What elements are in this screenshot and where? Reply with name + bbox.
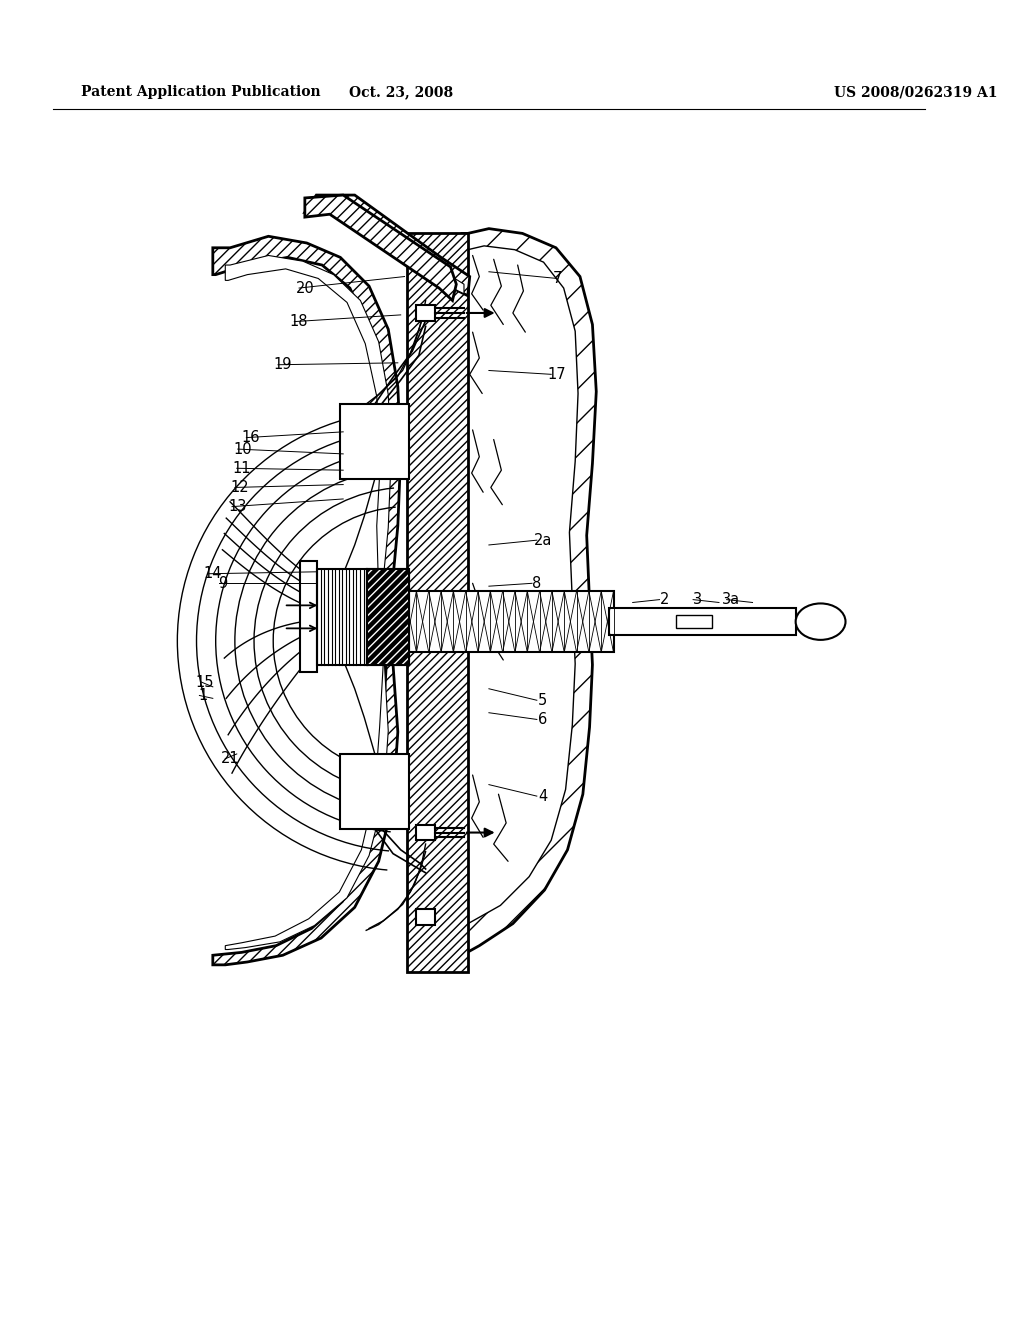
Bar [340, 754, 410, 829]
Text: 14: 14 [204, 566, 222, 581]
Text: 13: 13 [228, 499, 247, 513]
Text: US 2008/0262319 A1: US 2008/0262319 A1 [834, 86, 997, 99]
Text: 2a: 2a [534, 533, 552, 548]
Bar [317, 569, 368, 665]
Bar [416, 825, 435, 841]
Text: 7: 7 [552, 271, 561, 286]
Polygon shape [608, 609, 796, 635]
Polygon shape [368, 591, 613, 652]
Ellipse shape [796, 603, 846, 640]
Text: 17: 17 [548, 367, 566, 381]
Text: 4: 4 [538, 788, 547, 804]
Text: 15: 15 [195, 675, 213, 689]
Text: 11: 11 [232, 461, 251, 475]
Text: Oct. 23, 2008: Oct. 23, 2008 [348, 86, 453, 99]
Bar [416, 305, 435, 321]
Polygon shape [408, 234, 468, 972]
Bar [416, 909, 435, 924]
Bar [300, 561, 317, 672]
Polygon shape [305, 195, 457, 301]
Text: 8: 8 [532, 576, 542, 591]
Text: 2: 2 [659, 593, 669, 607]
Text: 18: 18 [290, 314, 308, 329]
Text: 1: 1 [199, 688, 208, 704]
Text: 16: 16 [242, 430, 260, 445]
Polygon shape [213, 236, 400, 965]
Text: 21: 21 [221, 751, 240, 766]
Polygon shape [316, 203, 464, 294]
Polygon shape [462, 246, 579, 928]
Polygon shape [305, 195, 470, 296]
Bar [340, 404, 410, 479]
Text: 3a: 3a [722, 593, 740, 607]
Text: 5: 5 [538, 693, 547, 708]
Text: Patent Application Publication: Patent Application Publication [82, 86, 322, 99]
Polygon shape [368, 569, 410, 665]
Text: 9: 9 [218, 576, 227, 591]
Text: 10: 10 [233, 442, 252, 457]
Bar [676, 615, 713, 628]
Polygon shape [462, 228, 596, 956]
Text: 12: 12 [230, 480, 249, 495]
Text: 19: 19 [273, 358, 292, 372]
Text: 3: 3 [693, 593, 702, 607]
Polygon shape [225, 256, 391, 949]
Text: 20: 20 [296, 281, 314, 296]
Text: 6: 6 [538, 711, 547, 727]
